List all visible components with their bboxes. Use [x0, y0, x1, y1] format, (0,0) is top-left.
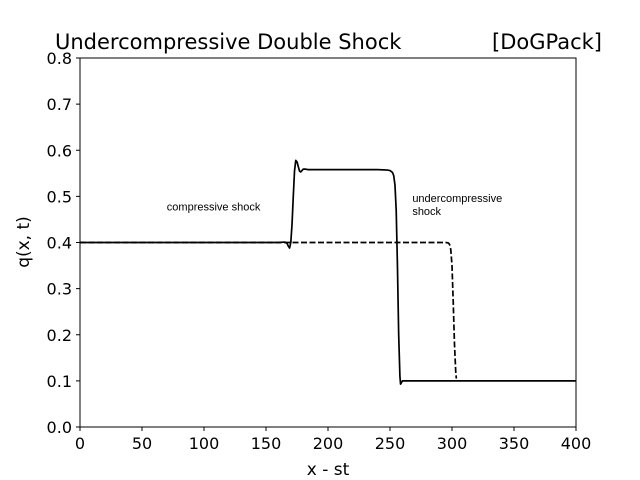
y-tick-label: 0.8: [47, 49, 72, 68]
y-axis: 0.0 0.1 0.2 0.3 0.4 0.5 0.6 0.7 0.8: [47, 49, 80, 437]
y-tick-label: 0.0: [47, 418, 72, 437]
x-tick-label: 200: [313, 434, 344, 453]
x-axis: 0 50 100 150 200 250 300 350 400: [75, 427, 591, 453]
solid-series-line: [80, 159, 576, 385]
series-layer: [80, 159, 576, 385]
x-tick-label: 0: [75, 434, 85, 453]
x-tick-label: 150: [251, 434, 282, 453]
y-tick-label: 0.4: [47, 234, 72, 253]
x-tick-label: 300: [437, 434, 468, 453]
y-tick-label: 0.5: [47, 187, 72, 206]
y-axis-label: q(x, t): [14, 216, 34, 268]
y-tick-label: 0.2: [47, 326, 72, 345]
x-tick-label: 250: [375, 434, 406, 453]
y-tick-label: 0.7: [47, 95, 72, 114]
annotation-text: undercompressive: [412, 193, 502, 205]
annotation-text: shock: [412, 206, 441, 218]
y-tick-label: 0.1: [47, 372, 72, 391]
annotation-text: compressive shock: [167, 202, 261, 214]
chart-title: Undercompressive Double Shock: [55, 30, 402, 54]
dashed-series-line: [80, 241, 458, 379]
x-tick-label: 100: [189, 434, 220, 453]
y-tick-label: 0.3: [47, 280, 72, 299]
x-tick-label: 50: [132, 434, 152, 453]
x-tick-label: 400: [561, 434, 592, 453]
y-tick-label: 0.6: [47, 141, 72, 160]
chart-title-right: [DoGPack]: [492, 30, 602, 54]
x-axis-label: x - st: [307, 460, 350, 480]
x-tick-label: 350: [499, 434, 530, 453]
